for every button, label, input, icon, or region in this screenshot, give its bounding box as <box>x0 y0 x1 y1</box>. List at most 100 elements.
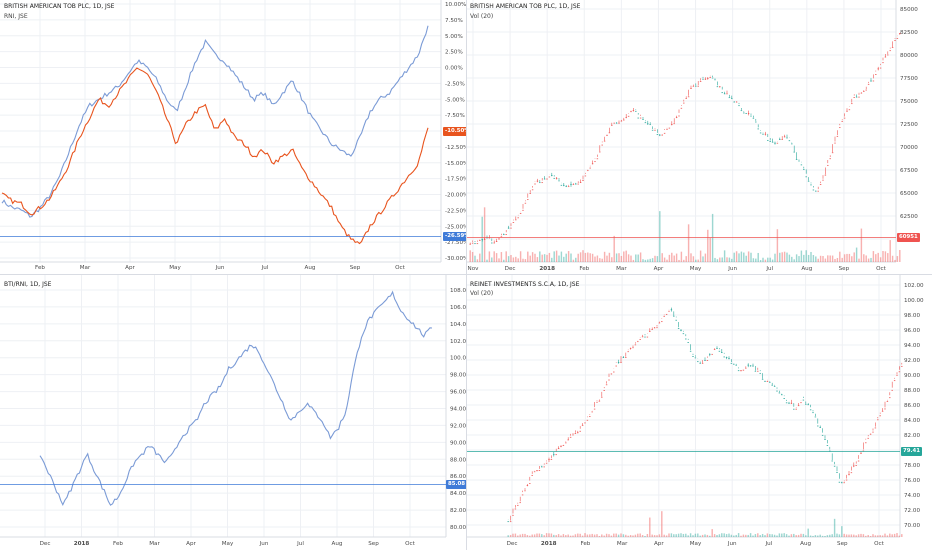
volume-bar <box>565 535 567 537</box>
candle-down <box>711 353 713 355</box>
volume-bar <box>740 535 742 537</box>
volume-bar <box>735 251 738 262</box>
candle-down <box>603 390 605 391</box>
volume-bar <box>805 250 807 262</box>
candle-up <box>617 362 620 364</box>
volume-bar <box>809 535 812 537</box>
candle-down <box>545 462 548 464</box>
price-tag-last: 79.41 <box>901 447 923 456</box>
candle-down <box>757 370 759 372</box>
volume-bar <box>560 251 563 262</box>
x-axis-tick-label: Jul <box>296 541 304 547</box>
candle-down <box>533 471 536 473</box>
chart-pane-bti-rni-ratio[interactable]: 108.00 106.00 104.00 102.00 100.00 98.00 96.00… <box>0 275 466 550</box>
volume-bar <box>836 533 838 537</box>
candle-down <box>680 107 683 109</box>
candle-down <box>517 504 519 506</box>
y-axis-tick-label: 80.00 <box>450 525 466 531</box>
x-axis-tick-label: Feb <box>113 541 123 547</box>
volume-bar <box>557 534 560 537</box>
candle-down <box>882 62 884 64</box>
volume-bar <box>524 533 526 537</box>
candle-down <box>584 175 587 177</box>
y-axis-tick-label: 78.00 <box>904 463 920 469</box>
volume-bar <box>822 255 824 262</box>
volume-bar <box>630 255 632 262</box>
x-axis-tick-label: Dec <box>505 266 516 272</box>
candle-down <box>488 237 491 239</box>
candle-up <box>682 333 685 335</box>
candle-down <box>887 54 889 56</box>
x-axis-tick-label: 2018 <box>539 266 555 272</box>
candle-up <box>752 117 755 119</box>
y-axis-tick-label: -5.00% <box>445 97 465 103</box>
volume-bar <box>865 255 867 262</box>
volume-bar <box>699 535 701 537</box>
price-tag-bti: -26.59% <box>443 232 466 241</box>
volume-bar <box>704 253 707 262</box>
volume-bar <box>845 534 848 537</box>
volume-bar <box>517 535 519 537</box>
volume-bar <box>611 257 613 262</box>
horizontal-divider[interactable] <box>0 274 932 275</box>
volume-bar <box>893 533 896 537</box>
chart-pane-bti-candles[interactable]: 85000 82500 80000 77500 75000 72500 70000 67500… <box>467 0 932 274</box>
candle-up <box>711 77 714 79</box>
candle-down <box>509 521 512 523</box>
candle-up <box>855 96 858 98</box>
volume-bar <box>884 251 887 262</box>
chart-pane-reinet-candles[interactable]: 102.00 100.00 98.00 96.00 94.00 92.00 90.00 88.… <box>467 275 932 550</box>
chart-title: BRITISH AMERICAN TOB PLC, 1D, JSE <box>4 3 115 10</box>
y-axis-tick-label: 94.00 <box>450 407 466 413</box>
candle-up <box>810 184 812 186</box>
chart-pane-bti-vs-rni[interactable]: 10.00% 7.50% 5.00% 2.50% 0.00% -2.50% -5.00% -7… <box>0 0 466 274</box>
candle-down <box>872 431 874 433</box>
vertical-divider[interactable] <box>466 0 467 550</box>
volume-bar <box>711 529 713 537</box>
candle-down <box>641 336 644 338</box>
candle-up <box>644 336 646 338</box>
y-axis-tick-label: -7.50% <box>445 113 465 119</box>
volume-bar <box>521 533 524 537</box>
y-axis-tick-label: 82.00 <box>450 508 466 514</box>
volume-bar <box>474 255 476 262</box>
candle-down <box>822 179 824 181</box>
candle-down <box>846 110 848 112</box>
candle-up <box>762 133 764 135</box>
candle-down <box>618 122 620 124</box>
volume-bar <box>743 252 745 262</box>
x-axis-tick-label: Sep <box>837 541 848 547</box>
volume-bar <box>750 252 752 262</box>
volume-bar <box>795 254 798 262</box>
candle-down <box>543 466 545 468</box>
candle-down <box>589 416 591 417</box>
candle-down <box>706 360 709 361</box>
y-axis-tick-label: 100.00 <box>904 298 924 304</box>
volume-bar <box>668 533 670 537</box>
volume-bar <box>570 253 572 262</box>
candle-down <box>853 97 855 98</box>
candle-up <box>694 357 697 359</box>
candle-down <box>865 442 867 444</box>
x-axis-tick-label: Aug <box>800 541 811 547</box>
volume-bar <box>635 254 637 262</box>
candle-down <box>663 132 666 134</box>
volume-bar <box>761 533 764 537</box>
volume-bar <box>486 259 488 262</box>
volume-bar <box>620 533 622 537</box>
candle-down <box>521 494 524 496</box>
volume-bar <box>814 535 817 537</box>
candle-up <box>570 184 572 185</box>
candle-up <box>743 112 745 114</box>
volume-bar <box>517 258 519 262</box>
candle-down <box>574 433 577 434</box>
volume-bar <box>682 533 685 537</box>
candle-down <box>675 116 678 118</box>
candle-down <box>603 140 606 142</box>
volume-bar <box>776 535 778 537</box>
x-axis-tick-label: Apr <box>654 266 664 272</box>
candle-down <box>569 436 572 438</box>
volume-bar <box>613 533 615 537</box>
candle-up <box>841 482 843 484</box>
volume-bar <box>865 535 867 537</box>
